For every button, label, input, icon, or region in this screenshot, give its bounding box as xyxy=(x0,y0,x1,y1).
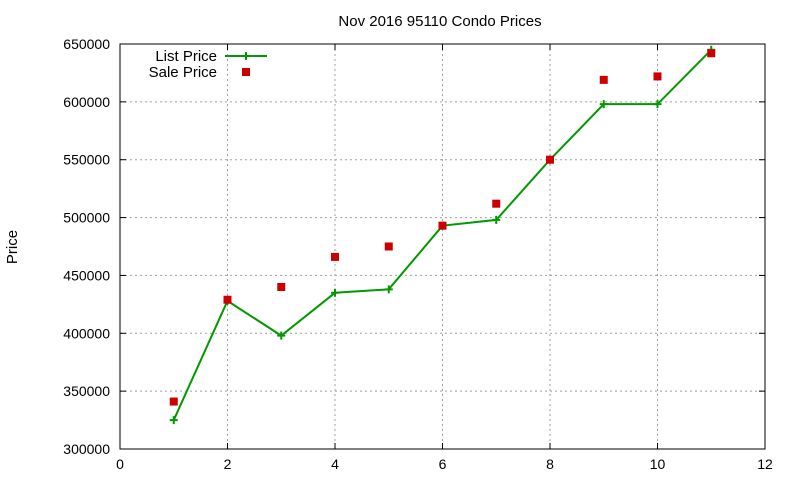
x-tick-label: 12 xyxy=(757,456,773,472)
y-tick-label: 650000 xyxy=(63,36,110,52)
y-tick-label: 400000 xyxy=(63,325,110,341)
x-tick-label: 2 xyxy=(224,456,232,472)
legend-swatch-marker xyxy=(242,68,250,76)
y-tick-label: 600000 xyxy=(63,94,110,110)
x-tick-label: 4 xyxy=(331,456,339,472)
series-sale-price xyxy=(169,49,716,406)
y-tick-label: 450000 xyxy=(63,267,110,283)
data-point xyxy=(384,242,393,251)
data-point xyxy=(438,221,447,230)
data-point xyxy=(223,295,232,304)
y-tick-label: 350000 xyxy=(63,383,110,399)
axis-ticks: 0 2 4 6 8 10 12 300000 350000 400000 450000 500000 5… xyxy=(63,36,773,472)
series xyxy=(169,45,716,425)
data-point xyxy=(331,288,339,297)
x-tick-label: 10 xyxy=(650,456,666,472)
legend-swatch-marker xyxy=(242,52,250,60)
data-point xyxy=(599,75,608,84)
data-point xyxy=(653,100,662,109)
x-tick-label: 0 xyxy=(116,456,124,472)
data-point xyxy=(331,252,339,261)
data-point xyxy=(653,72,662,81)
grid xyxy=(120,44,765,449)
x-tick-label: 8 xyxy=(546,456,554,472)
data-point xyxy=(599,100,608,109)
data-point xyxy=(492,215,501,224)
y-tick-label: 300000 xyxy=(63,441,110,457)
data-point xyxy=(277,283,286,291)
x-tick-label: 6 xyxy=(439,456,447,472)
y-tick-label: 550000 xyxy=(63,152,110,168)
legend-label: List Price xyxy=(155,48,217,65)
data-point xyxy=(492,199,501,208)
legend-label: Sale Price xyxy=(149,64,217,81)
data-point xyxy=(277,331,286,340)
data-point xyxy=(169,397,178,406)
y-tick-label: 500000 xyxy=(63,210,110,226)
chart-title: Nov 2016 95110 Condo Prices xyxy=(338,13,541,30)
data-point xyxy=(384,285,393,294)
data-point xyxy=(546,155,554,164)
data-point xyxy=(707,49,716,58)
y-axis-label: Price xyxy=(4,230,21,264)
data-point xyxy=(169,416,178,425)
